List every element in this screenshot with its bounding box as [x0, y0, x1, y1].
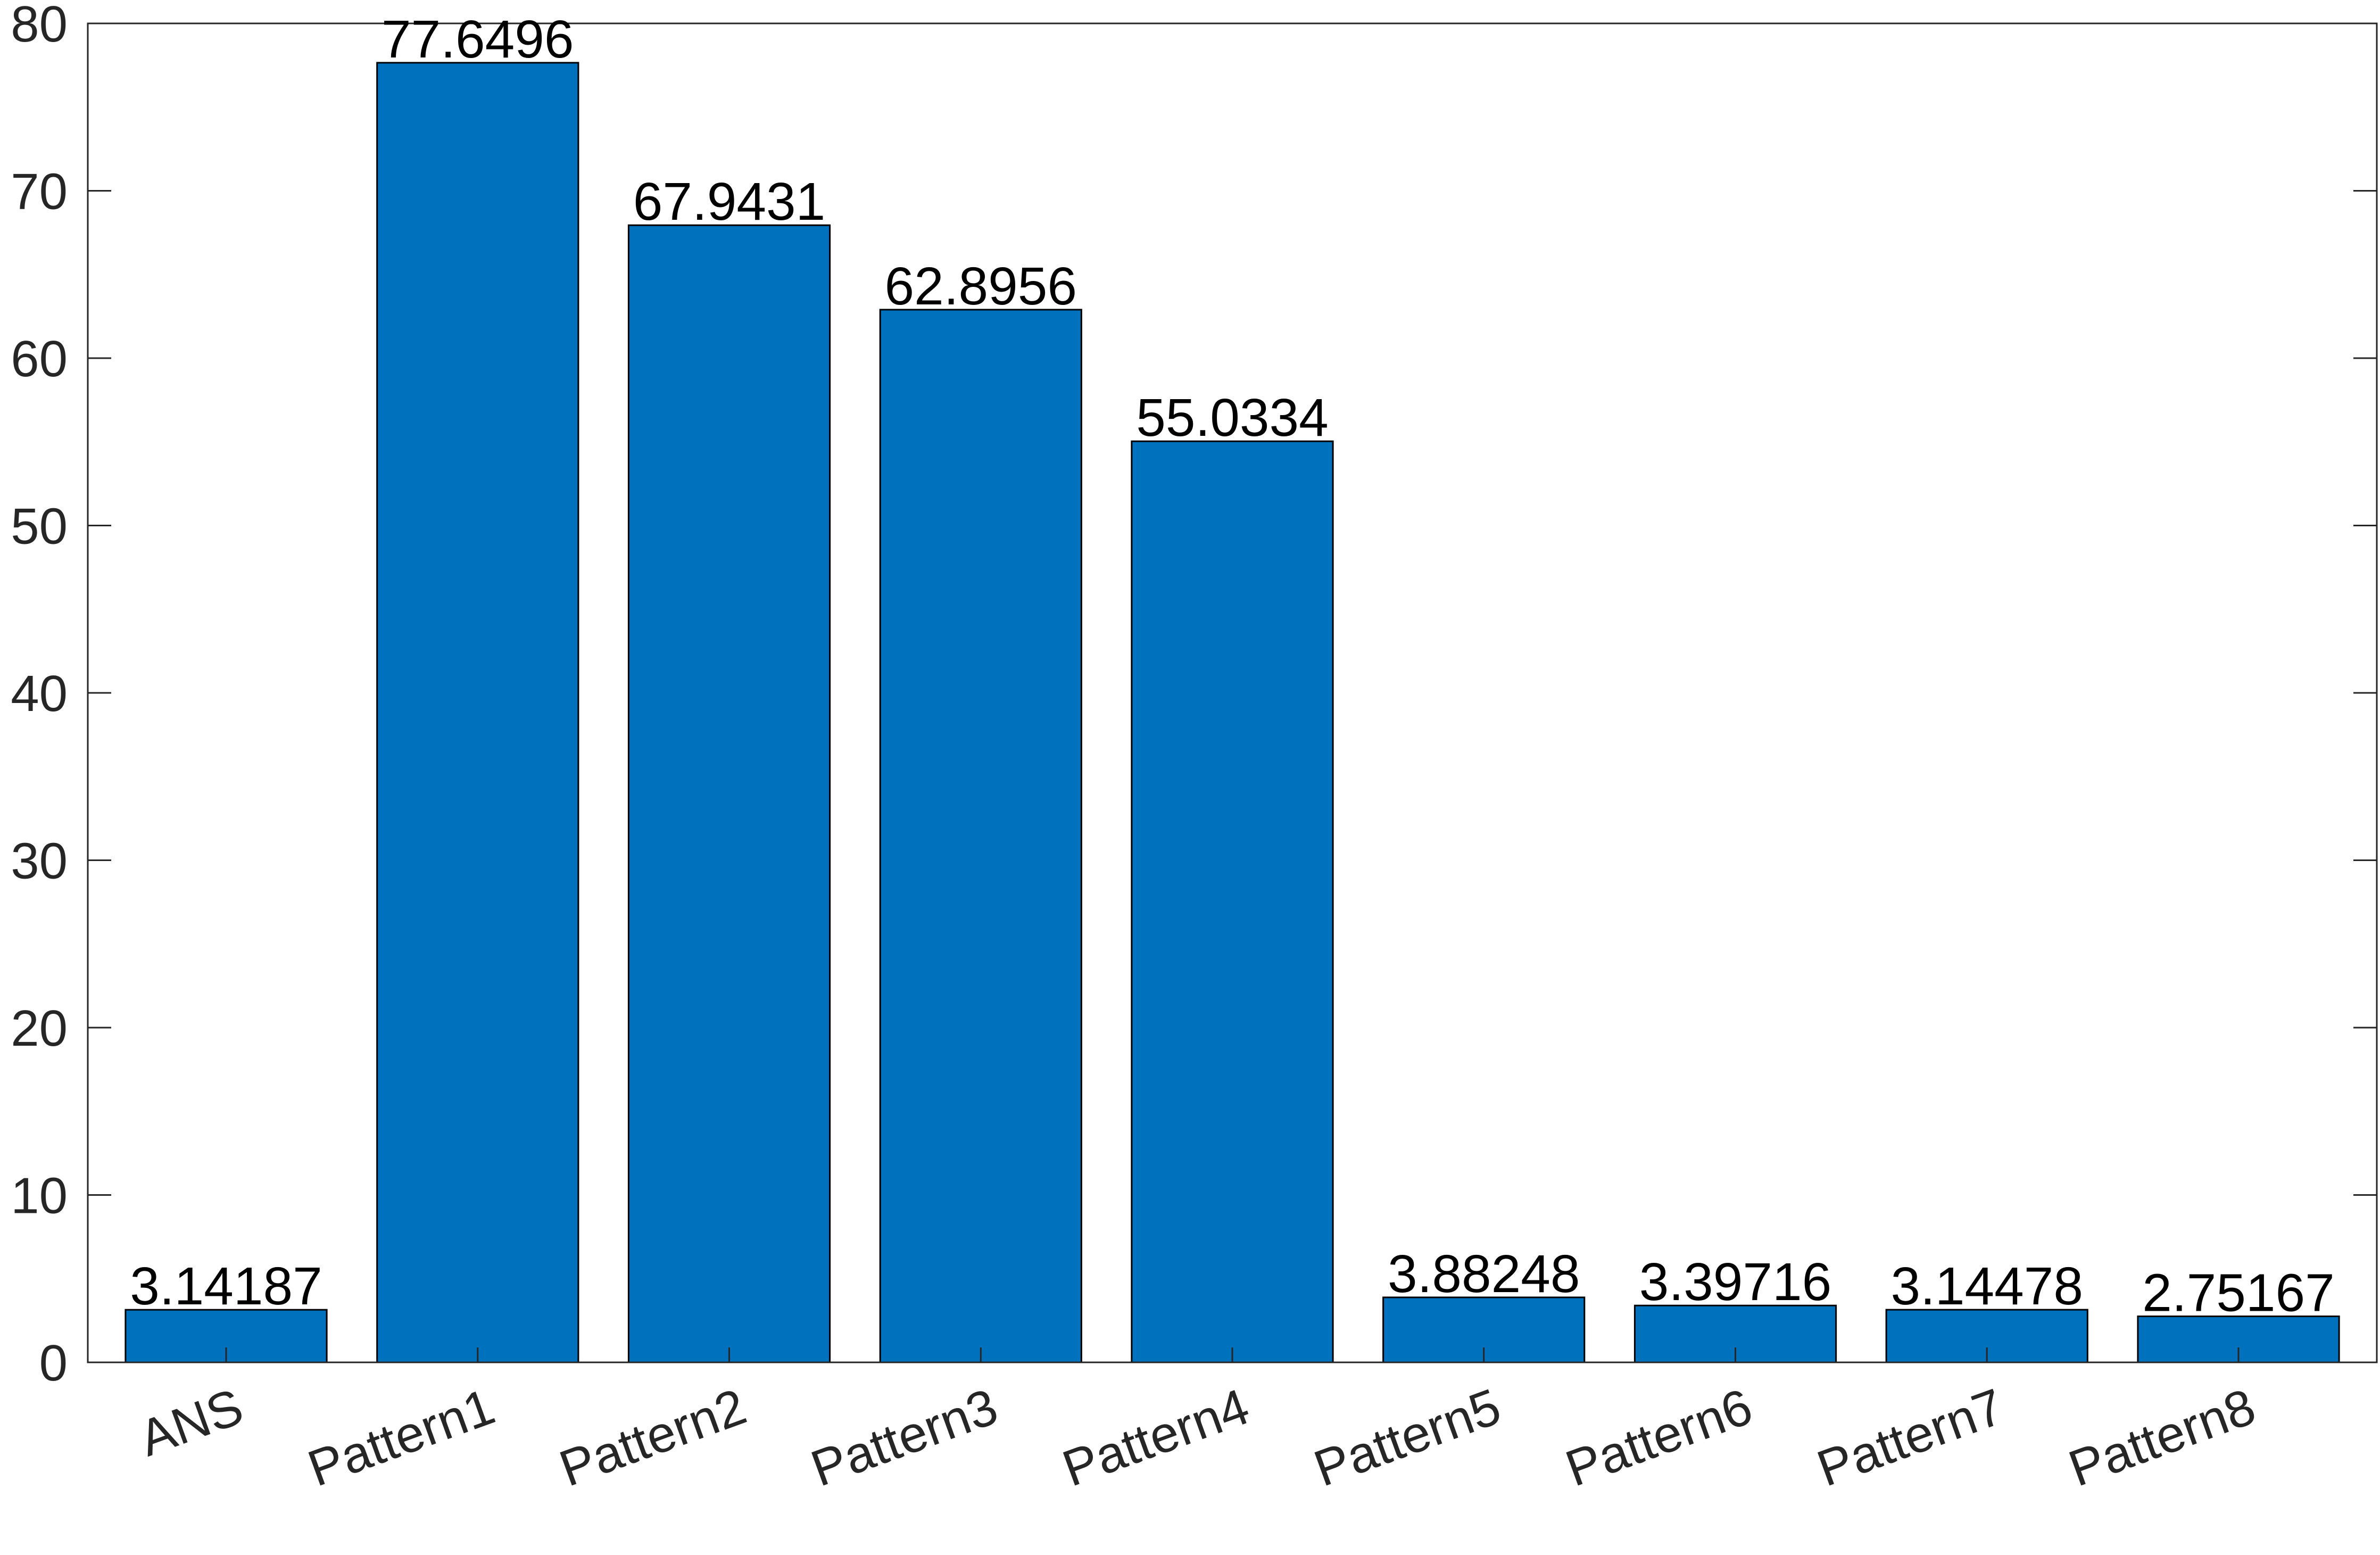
y-tick-label-40: 40: [11, 665, 68, 722]
data-label-ans: 3.14187: [130, 1256, 322, 1316]
data-label-pattern1: 77.6496: [382, 10, 574, 69]
bar-pattern3: [879, 309, 1082, 1363]
x-tick-label-pattern7: Pattern7: [1810, 1378, 2011, 1498]
data-label-pattern8: 2.75167: [2142, 1263, 2334, 1323]
y-tick-label-10: 10: [11, 1168, 68, 1225]
y-tick-label-20: 20: [11, 1000, 68, 1057]
data-label-pattern3: 62.8956: [885, 257, 1077, 316]
bar-pattern6: [1633, 1304, 1837, 1363]
x-tick-label-pattern2: Pattern2: [552, 1378, 753, 1498]
x-tick-label-pattern8: Pattern8: [2062, 1378, 2263, 1498]
data-label-pattern5: 3.88248: [1388, 1244, 1580, 1304]
data-label-pattern6: 3.39716: [1639, 1252, 1831, 1312]
y-tick-label-0: 0: [39, 1335, 68, 1392]
data-label-pattern2: 67.9431: [633, 172, 825, 231]
y-tick-label-50: 50: [11, 498, 68, 555]
bar-pattern4: [1131, 440, 1334, 1363]
bar-pattern1: [376, 62, 579, 1363]
y-tick-label-60: 60: [11, 330, 68, 387]
y-tick-label-80: 80: [11, 0, 68, 53]
x-tick-label-pattern6: Pattern6: [1558, 1378, 1760, 1498]
y-tick-label-70: 70: [11, 163, 68, 220]
data-label-pattern4: 55.0334: [1136, 388, 1328, 448]
x-tick-label-pattern1: Pattern1: [301, 1378, 502, 1498]
bars-layer: [125, 62, 2340, 1363]
x-tick-label-ans: ANS: [132, 1378, 250, 1467]
bar-pattern2: [627, 224, 831, 1363]
axes-layer: [87, 22, 2378, 1363]
x-tick-label-pattern3: Pattern3: [804, 1378, 1005, 1498]
x-tick-label-pattern5: Pattern5: [1307, 1378, 1508, 1498]
y-tick-label-30: 30: [11, 833, 68, 890]
x-tick-label-pattern4: Pattern4: [1056, 1378, 1257, 1498]
data-label-pattern7: 3.14478: [1890, 1256, 2083, 1316]
